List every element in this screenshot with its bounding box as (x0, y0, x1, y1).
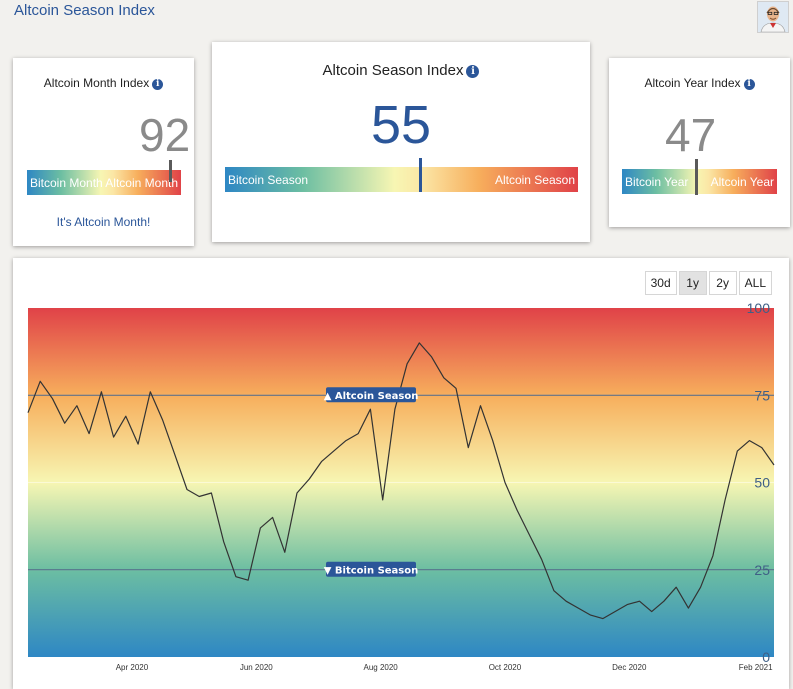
x-tick-label: Aug 2020 (363, 663, 398, 672)
altcoin-season-chart-card: 30d 1y 2y ALL 0 25 50 75 100 ▲ Altcoin Season… (13, 258, 789, 689)
altcoin-month-value: 92 (139, 109, 191, 161)
altcoin-month-message[interactable]: It's Altcoin Month! (56, 215, 151, 229)
y-tick-label: 0 (762, 649, 770, 665)
bitcoin-year-label: Bitcoin Year (625, 175, 689, 189)
threshold-badge (326, 561, 416, 577)
altcoin-season-card: Altcoin Season Index i 55 Bitcoin Season … (212, 42, 590, 242)
altcoin-month-label: Altcoin Month (105, 176, 178, 190)
bitcoin-month-label: Bitcoin Month (30, 176, 103, 190)
x-tick-label: Jun 2020 (240, 663, 273, 672)
altcoin-year-bar: Bitcoin Year Altcoin Year (622, 169, 777, 194)
index-series-line (27, 342, 775, 620)
page-title: Altcoin Season Index (14, 2, 155, 19)
x-tick-label: Apr 2020 (116, 663, 149, 672)
altcoin-month-title: Altcoin Month Index (43, 76, 150, 90)
altcoin-year-card: Altcoin Year Index i 47 Bitcoin Year Altc… (609, 58, 790, 227)
altcoin-season-label: Altcoin Season (494, 173, 575, 187)
x-tick-label: Feb 2021 (739, 663, 773, 672)
range-30d-button[interactable]: 30d (644, 271, 677, 295)
bitcoin-season-label: Bitcoin Season (228, 173, 309, 187)
altcoin-season-value: 55 (370, 95, 432, 155)
range-selector: 30d 1y 2y ALL (644, 271, 772, 295)
range-1y-button[interactable]: 1y (678, 271, 707, 295)
altcoin-month-card: Altcoin Month Index i 92 Bitcoin Month Al… (13, 58, 194, 246)
threshold-label: ▲ Altcoin Season (324, 391, 419, 402)
altcoin-year-title: Altcoin Year Index (644, 76, 741, 90)
altcoin-season-bar: Bitcoin Season Altcoin Season (225, 167, 578, 192)
x-tick-label: Oct 2020 (489, 663, 522, 672)
y-tick-label: 100 (747, 300, 771, 316)
user-avatar[interactable] (757, 1, 789, 33)
info-icon[interactable]: i (152, 79, 164, 90)
altcoin-year-label: Altcoin Year (710, 175, 774, 189)
range-2y-button[interactable]: 2y (708, 271, 737, 295)
altcoin-month-marker (169, 160, 172, 182)
chart-plot-area (28, 308, 774, 657)
x-tick-label: Dec 2020 (612, 663, 647, 672)
altcoin-year-value: 47 (665, 109, 717, 161)
altcoin-season-title: Altcoin Season Index (322, 62, 464, 79)
y-tick-label: 50 (754, 475, 770, 491)
threshold-badge (326, 387, 416, 403)
info-icon[interactable]: i (743, 79, 755, 90)
altcoin-month-bar: Bitcoin Month Altcoin Month (27, 170, 181, 195)
threshold-label: ▼ Bitcoin Season (324, 565, 419, 576)
info-icon[interactable]: i (466, 65, 480, 78)
altcoin-season-marker (419, 158, 422, 192)
range-all-button[interactable]: ALL (738, 271, 772, 295)
avatar-icon (758, 2, 788, 32)
altcoin-year-marker (695, 159, 698, 195)
